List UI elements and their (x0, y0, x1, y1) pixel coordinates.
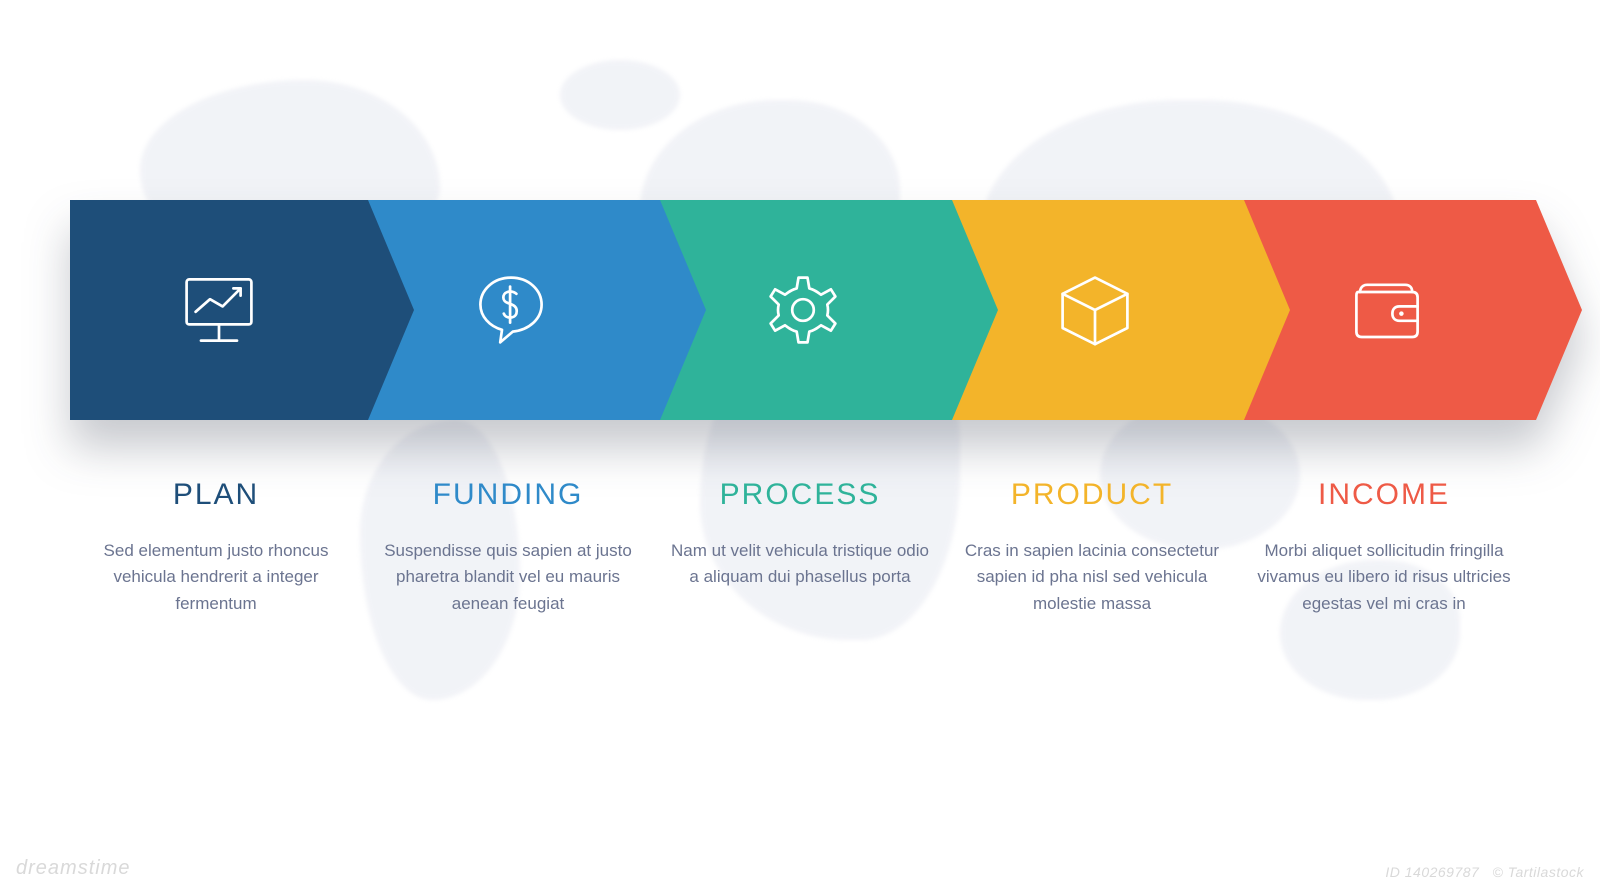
label-col-funding: FUNDING Suspendisse quis sapien at justo… (362, 478, 654, 617)
step-title: PROCESS (664, 478, 936, 512)
arrow-step-plan (70, 200, 414, 420)
step-desc: Morbi aliquet sollicitudin fringilla viv… (1248, 538, 1520, 617)
world-map-background (0, 0, 1600, 890)
step-desc: Suspendisse quis sapien at justo pharetr… (372, 538, 644, 617)
label-col-product: PRODUCT Cras in sapien lacinia consectet… (946, 478, 1238, 617)
watermark-credit: ID 140269787 © Tartilastock (1385, 864, 1584, 880)
label-col-income: INCOME Morbi aliquet sollicitudin fringi… (1238, 478, 1530, 617)
step-title: PRODUCT (956, 478, 1228, 512)
step-title: PLAN (80, 478, 352, 512)
step-desc: Nam ut velit vehicula tristique odio a a… (664, 538, 936, 591)
infographic-canvas: PLAN Sed elementum justo rhoncus vehicul… (0, 0, 1600, 890)
labels-row: PLAN Sed elementum justo rhoncus vehicul… (70, 478, 1530, 617)
watermark-brand: dreamstime (16, 857, 130, 880)
step-title: FUNDING (372, 478, 644, 512)
label-col-plan: PLAN Sed elementum justo rhoncus vehicul… (70, 478, 362, 617)
step-desc: Cras in sapien lacinia consectetur sapie… (956, 538, 1228, 617)
label-col-process: PROCESS Nam ut velit vehicula tristique … (654, 478, 946, 617)
watermark-id: ID 140269787 (1385, 864, 1479, 880)
arrow-row (70, 200, 1530, 420)
watermark-author: © Tartilastock (1493, 864, 1585, 880)
step-desc: Sed elementum justo rhoncus vehicula hen… (80, 538, 352, 617)
monitor-chart-icon (70, 200, 368, 420)
step-title: INCOME (1248, 478, 1520, 512)
